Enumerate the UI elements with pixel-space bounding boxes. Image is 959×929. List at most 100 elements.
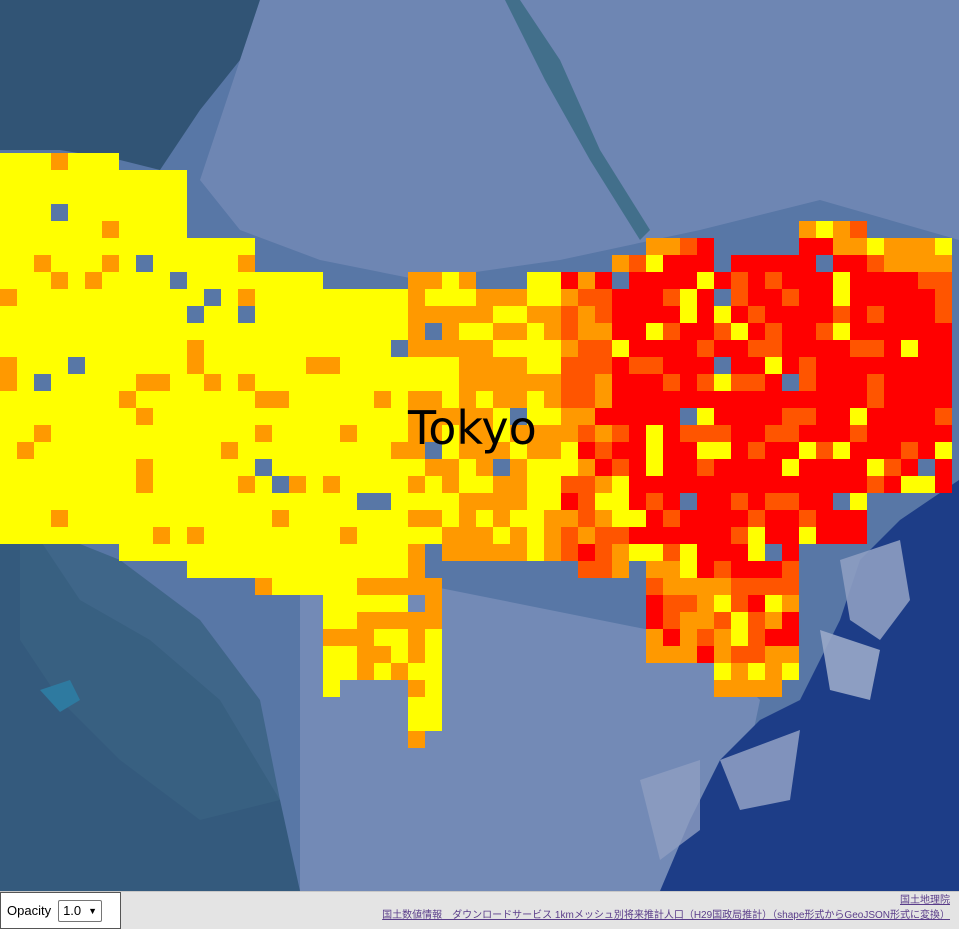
mesh-cell [595,476,612,493]
mesh-cell [85,442,102,459]
attribution-link-ksj[interactable]: 国土数値情報 ダウンロードサービス 1kmメッシュ別将来推計人口（H29国政局推… [382,910,950,921]
mesh-cell [238,425,255,442]
mesh-cell [102,323,119,340]
mesh-cell [612,391,629,408]
mesh-cell [102,255,119,272]
mesh-cell [476,425,493,442]
mesh-cell [204,340,221,357]
mesh-cell [85,408,102,425]
mesh-cell [119,510,136,527]
mesh-cell [782,357,799,374]
mesh-cell [714,510,731,527]
mesh-cell [850,527,867,544]
mesh-cell [493,289,510,306]
mesh-cell [238,323,255,340]
mesh-cell [646,272,663,289]
mesh-cell [646,544,663,561]
mesh-cell [476,340,493,357]
mesh-cell [187,272,204,289]
mesh-cell [833,357,850,374]
mesh-cell [289,442,306,459]
mesh-cell [272,510,289,527]
map-view[interactable]: Tokyo [0,0,959,891]
mesh-cell [510,374,527,391]
mesh-cell [170,221,187,238]
mesh-cell [391,646,408,663]
mesh-cell [357,612,374,629]
mesh-cell [850,391,867,408]
mesh-cell [306,306,323,323]
mesh-cell [408,289,425,306]
mesh-cell [425,680,442,697]
mesh-cell [221,459,238,476]
mesh-cell [748,544,765,561]
mesh-cell [612,340,629,357]
mesh-cell [374,323,391,340]
mesh-cell [374,578,391,595]
attribution-link-gsi[interactable]: 国土地理院 [900,895,950,906]
mesh-cell [714,391,731,408]
mesh-cell [391,408,408,425]
mesh-cell [170,408,187,425]
mesh-cell [102,459,119,476]
mesh-cell [408,476,425,493]
mesh-cell [731,357,748,374]
mesh-cell [629,340,646,357]
mesh-cell [782,323,799,340]
mesh-cell [697,425,714,442]
mesh-cell [187,510,204,527]
mesh-cell [119,255,136,272]
mesh-cell [17,340,34,357]
mesh-cell [833,255,850,272]
mesh-cell [289,510,306,527]
mesh-cell [833,323,850,340]
mesh-cell [765,595,782,612]
mesh-cell [170,374,187,391]
mesh-cell [697,544,714,561]
mesh-cell [663,510,680,527]
mesh-cell [68,408,85,425]
mesh-cell [425,612,442,629]
mesh-cell [850,374,867,391]
mesh-cell [170,170,187,187]
mesh-cell [850,255,867,272]
mesh-cell [510,527,527,544]
mesh-cell [799,493,816,510]
mesh-cell [374,629,391,646]
mesh-cell [799,357,816,374]
mesh-cell [187,340,204,357]
mesh-cell [357,544,374,561]
mesh-cell [204,272,221,289]
mesh-cell [646,357,663,374]
mesh-cell [578,340,595,357]
mesh-cell [221,476,238,493]
mesh-cell [136,170,153,187]
mesh-cell [493,340,510,357]
mesh-cell [748,289,765,306]
mesh-cell [493,527,510,544]
mesh-cell [408,544,425,561]
mesh-cell [340,289,357,306]
mesh-cell [697,595,714,612]
mesh-cell [102,510,119,527]
mesh-cell [408,697,425,714]
mesh-cell [374,663,391,680]
mesh-cell [34,527,51,544]
mesh-cell [918,255,935,272]
opacity-label: Opacity [7,903,52,918]
mesh-cell [357,391,374,408]
mesh-cell [901,408,918,425]
mesh-cell [833,306,850,323]
mesh-cell [85,153,102,170]
mesh-cell [680,510,697,527]
mesh-cell [867,374,884,391]
mesh-cell [867,289,884,306]
mesh-cell [731,391,748,408]
mesh-cell [119,408,136,425]
mesh-cell [0,391,17,408]
mesh-cell [51,493,68,510]
mesh-cell [187,442,204,459]
opacity-select[interactable]: 1.0 ▼ [58,899,103,922]
mesh-cell [119,306,136,323]
mesh-cell [272,561,289,578]
